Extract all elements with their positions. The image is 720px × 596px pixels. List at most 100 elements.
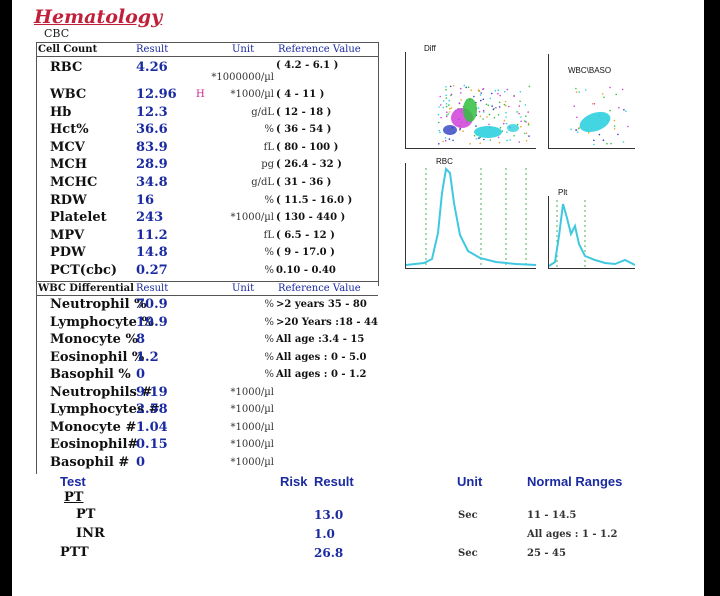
- diff-row-label: Monocyte %: [50, 332, 138, 347]
- scatter-dot: [486, 116, 488, 118]
- scatter-dot: [516, 111, 518, 113]
- diff-row-unit: %: [264, 369, 274, 380]
- scatter-dot: [439, 131, 441, 134]
- wbc-baso-scatter-plot: [548, 54, 635, 149]
- cbc-row-label: Hct%: [50, 122, 89, 138]
- scatter-dot: [448, 138, 451, 140]
- scatter-dot: [465, 86, 467, 89]
- scatter-dot: [613, 128, 616, 130]
- scatter-dot: [479, 115, 482, 118]
- scatter-dot: [497, 136, 500, 139]
- cbc-row-result: 11.2: [136, 227, 168, 243]
- diff-row-unit: %: [264, 334, 274, 345]
- diff-row-label: Monocyte #: [50, 419, 137, 435]
- scatter-dot: [525, 132, 528, 134]
- report-subtitle: CBC: [44, 27, 70, 40]
- scatter-dot: [519, 100, 521, 103]
- scatter-dot: [584, 89, 587, 91]
- diff-row-unit: *1000/µl: [230, 386, 274, 398]
- cbc-row-unit: %: [264, 124, 274, 136]
- cbc-row-ref: ( 9 - 17.0 ): [276, 247, 335, 259]
- scatter-dot: [593, 103, 596, 105]
- diff-row-label: Basophil #: [50, 454, 130, 470]
- scatter-dot: [502, 122, 505, 125]
- scatter-dot: [439, 104, 442, 106]
- scatter-dot: [606, 142, 608, 145]
- scatter-dot: [446, 111, 448, 113]
- scatter-dot: [482, 111, 485, 113]
- scatter-dot: [473, 95, 475, 98]
- scatter-dot: [475, 138, 478, 140]
- scatter-dot: [479, 142, 481, 144]
- cbc-row-ref: ( 6.5 - 12 ): [276, 229, 335, 241]
- cbc-row-unit: fL: [263, 229, 274, 241]
- scatter-dot: [442, 100, 445, 102]
- divider: [36, 56, 378, 57]
- diff-row-result: 19.9: [136, 314, 168, 330]
- diff-row-result: 8: [136, 332, 146, 347]
- cbc-row-label: MCH: [50, 157, 88, 173]
- diff-row-label: Eosinophil %: [50, 349, 145, 365]
- coag-header-risk: Risk: [280, 474, 308, 489]
- scatter-dot: [519, 91, 522, 93]
- scatter-dot: [625, 110, 627, 112]
- diff-row-result: 0: [136, 367, 146, 382]
- cbc-row-label: MCHC: [50, 175, 98, 190]
- cbc-row-ref: 0.10 - 0.40: [276, 265, 336, 276]
- scatter-dot: [491, 105, 493, 107]
- scatter-dot: [483, 138, 485, 141]
- scatter-dot: [622, 141, 625, 143]
- scatter-dot: [445, 115, 448, 118]
- scatter-dot: [449, 108, 451, 110]
- scatter-dot: [452, 139, 454, 142]
- scatter-dot: [623, 109, 625, 111]
- scatter-dot: [444, 139, 447, 142]
- scatter-dot: [440, 116, 442, 119]
- diff-header-test: WBC Differential: [38, 283, 134, 294]
- diff-row-ref: All ages : 0 - 1.2: [276, 369, 367, 380]
- diff-row-unit: *1000/µl: [230, 421, 274, 433]
- diff-row-result: 70.9: [136, 297, 168, 312]
- scatter-dot: [445, 94, 447, 97]
- scatter-dot: [578, 91, 581, 93]
- scatter-dot: [527, 122, 530, 125]
- scatter-dot: [442, 106, 444, 109]
- coag-section-label: PT: [64, 490, 84, 505]
- cbc-row-result: 28.9: [136, 157, 168, 173]
- scatter-dot: [479, 94, 482, 96]
- diff-row-label: Neutrophils #: [50, 384, 153, 400]
- scatter-dot: [445, 88, 447, 91]
- plt-plot-label: Plt: [558, 188, 568, 197]
- diff-row-label: Lymphocytes #: [50, 402, 160, 417]
- scatter-dot: [462, 130, 464, 132]
- scatter-dot: [504, 100, 507, 103]
- cbc-row-label: MCV: [50, 139, 85, 155]
- scatter-dot: [438, 121, 440, 124]
- cbc-row-unit: %: [264, 265, 274, 276]
- cbc-row-ref: ( 130 - 440 ): [276, 212, 346, 224]
- scatter-dot: [503, 119, 506, 122]
- scatter-dot: [491, 92, 493, 95]
- diff-row-unit: *1000/µl: [230, 439, 274, 450]
- scatter-dot: [480, 92, 482, 94]
- diff-row-result: 9.19: [136, 384, 168, 400]
- monocyte-cluster: [474, 126, 502, 138]
- scatter-dot: [504, 104, 507, 107]
- scatter-dot: [518, 105, 521, 107]
- scatter-dot: [587, 131, 590, 134]
- coag-row-unit: Sec: [458, 510, 478, 521]
- wbc-baso-svg: [570, 86, 629, 146]
- scatter-dot: [497, 89, 500, 91]
- scatter-dot: [469, 143, 471, 145]
- wbc-cluster: [579, 111, 611, 133]
- scatter-dot: [477, 89, 480, 91]
- coag-row-label: PTT: [60, 545, 89, 560]
- scatter-dot: [478, 110, 481, 113]
- diff-row-unit: *1000/µl: [230, 404, 274, 415]
- scatter-dot: [444, 137, 447, 139]
- report-title: Hematology: [34, 6, 163, 28]
- eosinophil-cluster: [443, 125, 457, 135]
- cbc-row-unit: g/dL: [251, 177, 274, 188]
- cbc-row-ref: ( 26.4 - 32 ): [276, 159, 342, 171]
- scatter-dot: [505, 122, 508, 125]
